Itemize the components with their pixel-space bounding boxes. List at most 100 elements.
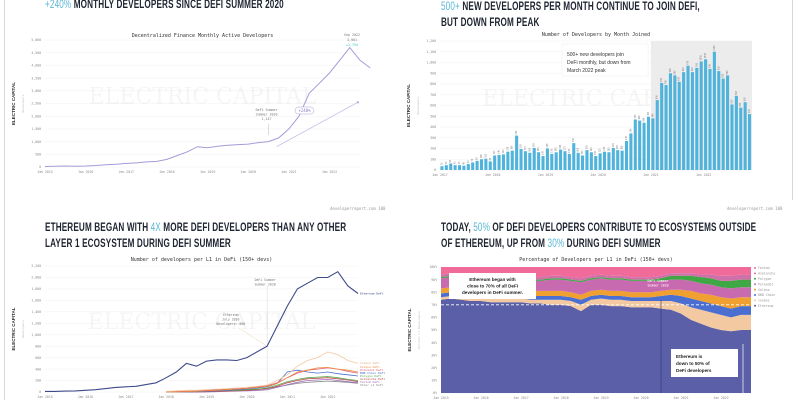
- callout-box-start: [449, 273, 536, 299]
- bar: [712, 51, 716, 170]
- bar: [646, 116, 651, 170]
- summer-annotation: Summer 2020: [256, 112, 278, 116]
- y-tick-label: 100: [430, 157, 436, 161]
- legend-label: BNB Chain: [758, 293, 775, 297]
- x-tick-label: Jan 2019: [538, 173, 553, 177]
- growth-badge-label: +240%: [298, 108, 311, 113]
- y-tick-label: 3,500: [31, 76, 41, 80]
- x-tick-label: Jan 2022: [322, 170, 337, 174]
- ethereum-annotation: Developers: 800: [216, 322, 245, 326]
- bar: [673, 75, 677, 170]
- y-tick-label: 10%: [431, 379, 437, 383]
- series-end-label: Polkadot DeFi: [360, 368, 384, 372]
- legend-label: Avalanche: [758, 272, 775, 276]
- bar: [567, 153, 571, 170]
- y-tick-label: 200: [35, 379, 41, 383]
- y-tick-label: 1,400: [31, 310, 41, 314]
- x-tick-label: Jan 2019: [593, 396, 608, 400]
- bar-value-label: 650: [656, 94, 659, 99]
- bar: [629, 133, 633, 170]
- bar: [655, 100, 659, 170]
- bar-value-label: 105: [484, 153, 487, 158]
- bar-value-label: 150: [550, 148, 553, 153]
- series-line-polkadot-defi: [166, 367, 359, 393]
- panel1-title: +240% MONTHLY DEVELOPERS SINCE DEFI SUMM…: [45, 0, 284, 11]
- bar: [668, 73, 672, 170]
- title-line2: LAYER 1 ECOSYSTEM DURING DEFI SUMMER: [45, 236, 231, 250]
- callout-text: Ethereum is: [676, 354, 703, 359]
- y-tick-label: 1,200: [426, 39, 436, 43]
- bar-value-label: 495: [647, 111, 650, 116]
- bar-value-label: 175: [524, 146, 527, 151]
- bar-value-label: 690: [735, 90, 738, 95]
- bar: [589, 152, 593, 170]
- bar-value-label: 130: [594, 150, 597, 155]
- y-tick-label: 90%: [431, 278, 437, 282]
- bar: [554, 152, 558, 170]
- chart-title: Number of developers per L1 in DeFi (150…: [131, 257, 272, 263]
- x-tick-label: Jan 2022: [713, 396, 728, 400]
- bar-value-label: 850: [722, 73, 725, 78]
- bar-value-label: 950: [695, 62, 698, 67]
- callout-text: March 2022 peak: [567, 68, 606, 74]
- bar-value-label: 145: [502, 149, 505, 154]
- x-tick-label: Jan 2015: [37, 395, 52, 399]
- legend-marker: [754, 283, 756, 286]
- title-accent: 500+: [441, 0, 460, 13]
- summer-annotation: DeFi Summer: [647, 279, 668, 283]
- y-tick-label: 1,600: [31, 299, 41, 303]
- bar: [651, 118, 655, 170]
- brand-label: ELECTRIC CAPITAL: [11, 307, 16, 350]
- watermark: ELECTRIC CAPITAL: [89, 85, 317, 110]
- callout-text: Ethereum began with: [469, 277, 516, 282]
- bar: [484, 158, 488, 170]
- callout-text: down to 50% of: [676, 361, 710, 366]
- bar: [479, 159, 484, 170]
- end-annotation: 3,901: [347, 38, 357, 42]
- callout-text: DeFi developers: [676, 368, 712, 373]
- legend-marker: [754, 288, 756, 291]
- series-end-label: BNB Chain DeFi: [360, 371, 385, 375]
- bar: [572, 143, 576, 170]
- x-tick-label: Jan 2018: [553, 396, 568, 400]
- bar: [602, 151, 607, 170]
- series-end-label: Polygon DeFi: [360, 374, 382, 378]
- x-tick-label: Jan 2016: [78, 170, 93, 174]
- x-tick-label: Jan 2022: [696, 173, 711, 177]
- bar: [550, 153, 554, 170]
- bar: [624, 140, 629, 170]
- bar-value-label: 1010: [700, 54, 703, 60]
- title-text: NEW DEVELOPERS PER MONTH CONTINUE TO JOI…: [459, 0, 700, 13]
- y-tick-label: 3,000: [31, 89, 41, 93]
- bar-value-label: 160: [528, 147, 531, 152]
- bar-value-label: 55: [467, 160, 470, 163]
- x-tick-label: Jan 2017: [513, 396, 528, 400]
- bar: [457, 165, 462, 170]
- x-tick-label: Jan 2018: [159, 170, 174, 174]
- y-tick-label: 60%: [431, 316, 437, 320]
- y-tick-label: 600: [35, 356, 41, 360]
- panel2-footer: developerreport.com 100: [330, 206, 386, 211]
- bar: [475, 160, 479, 170]
- callout-text: developers in DeFi summer.: [462, 290, 523, 295]
- series-line-defi-developers: [44, 46, 371, 167]
- bar: [471, 162, 475, 170]
- bar: [682, 72, 686, 170]
- bar-value-label: 45: [458, 161, 461, 164]
- summer-annotation: Summer 2020: [647, 284, 668, 288]
- bar: [528, 152, 532, 170]
- y-tick-label: 700: [430, 93, 436, 97]
- growth-badge: [294, 106, 315, 115]
- bar-value-label: 100: [480, 154, 483, 159]
- y-axis-label: Developers: [21, 94, 25, 112]
- summer-annotation: DeFi Summer: [255, 278, 276, 282]
- bar-value-label: 170: [603, 146, 606, 151]
- ethereum-annotation: July 2020: [222, 318, 239, 322]
- y-tick-label: 100%: [429, 265, 437, 269]
- bar-value-label: 185: [616, 144, 619, 149]
- right-border: [792, 0, 793, 200]
- y-tick-label: 0%: [433, 391, 437, 395]
- bar: [497, 154, 501, 170]
- bar-value-label: 460: [638, 115, 641, 120]
- bar-value-label: 130: [541, 150, 544, 155]
